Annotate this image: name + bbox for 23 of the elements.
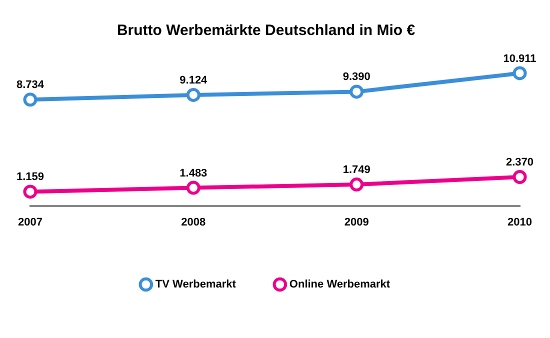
- x-tick-label: 2009: [344, 216, 369, 228]
- data-label: 8.734: [16, 79, 45, 92]
- chart-title: Brutto Werbemärkte Deutschland in Mio €: [116, 22, 416, 40]
- data-label: 1.749: [342, 164, 370, 176]
- point: [512, 66, 527, 80]
- legend-label: Online Werbemarkt: [289, 278, 390, 291]
- point: [23, 92, 38, 107]
- point: [512, 170, 527, 184]
- x-tick-label: 2007: [18, 216, 42, 228]
- data-label: 1.159: [16, 171, 44, 184]
- legend-label: TV Werbemarkt: [155, 278, 236, 291]
- point: [350, 178, 364, 192]
- data-label: 2.370: [506, 156, 534, 169]
- point: [186, 88, 200, 102]
- data-label: 9.390: [342, 71, 370, 84]
- point: [23, 184, 38, 199]
- point: [350, 84, 364, 99]
- x-tick-label: 2008: [181, 216, 206, 228]
- x-tick-label: 2010: [508, 216, 532, 228]
- data-label: 10.911: [503, 52, 536, 65]
- data-label: 1.483: [180, 167, 208, 180]
- data-label: 9.124: [180, 74, 208, 86]
- point: [186, 180, 200, 195]
